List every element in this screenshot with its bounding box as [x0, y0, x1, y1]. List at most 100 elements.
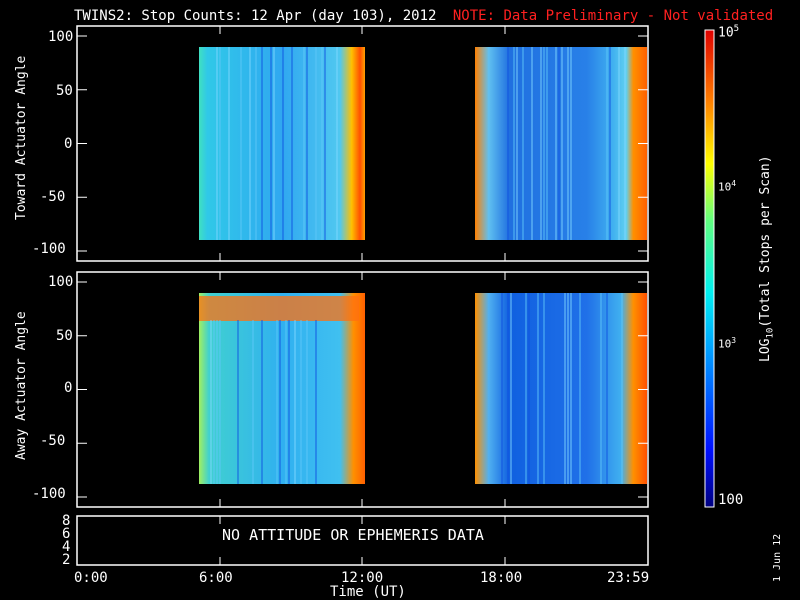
heatmap-streak — [558, 47, 560, 240]
heatmap-streak — [216, 47, 218, 240]
heatmap-streak — [618, 47, 620, 240]
heatmap-streak — [561, 47, 563, 240]
heatmap-streak — [555, 47, 557, 240]
heatmap-streak — [513, 47, 515, 240]
tick-marks — [76, 26, 649, 565]
heatmap-streak — [624, 47, 626, 240]
cbar-tick-100: 100 — [718, 492, 744, 508]
heatmap-streak — [315, 47, 317, 240]
cbar-tick-1e3: 103 — [718, 336, 737, 351]
heatmap-streak — [276, 320, 278, 484]
xtick-0600: 6:00 — [199, 570, 233, 586]
heatmap-streak — [219, 320, 221, 484]
heatmap-streak — [537, 293, 539, 484]
mid-top-band — [199, 296, 359, 321]
top-ytick-100: 100 — [48, 29, 74, 45]
mid-ytick-50: 50 — [56, 328, 73, 344]
heatmap-streak — [501, 293, 503, 484]
heatmap-streak — [288, 320, 290, 484]
bot-ytick-4: 4 — [62, 539, 71, 555]
heatmap-streak — [324, 47, 326, 240]
heatmap-streak — [567, 47, 569, 240]
mid-ytick-0: 0 — [64, 380, 73, 396]
heatmap-streak — [237, 320, 239, 484]
heatmap-streak — [252, 320, 254, 484]
heatmap-streak — [516, 47, 518, 240]
heatmap-streak — [255, 47, 257, 240]
heatmap-streak — [606, 47, 608, 240]
heatmap-streak — [303, 47, 305, 240]
heatmap-streaks — [210, 47, 626, 484]
heatmap-streak — [522, 47, 524, 240]
no-data-message: NO ATTITUDE OR EPHEMERIS DATA — [222, 526, 484, 544]
heatmap-streak — [291, 47, 293, 240]
heatmap-streak — [609, 47, 611, 240]
heatmap-streak — [621, 293, 623, 484]
top-segment-2 — [475, 47, 647, 240]
heatmap-streak — [294, 320, 296, 484]
top-heatmap — [199, 47, 647, 240]
xtick-1800: 18:00 — [480, 570, 523, 586]
bot-ytick-8: 8 — [62, 513, 71, 529]
heatmap-streak — [282, 47, 284, 240]
heatmap-streak — [606, 293, 608, 484]
middle-heatmap — [199, 293, 647, 484]
colorbar — [704, 29, 715, 508]
mid-segment-2 — [475, 293, 647, 484]
heatmap-streak — [240, 47, 242, 240]
mid-ytick-m100: -100 — [32, 486, 66, 502]
heatmap-streak — [543, 293, 545, 484]
top-ytick-m100: -100 — [32, 241, 66, 257]
heatmap-streak — [306, 47, 308, 240]
heatmap-streak — [300, 320, 302, 484]
heatmap-streak — [579, 293, 581, 484]
heatmap-streak — [273, 47, 275, 240]
x-axis-label: Time (UT) — [330, 584, 406, 600]
heatmap-streak — [546, 47, 548, 240]
heatmap-streak — [543, 47, 545, 240]
heatmap-streak — [216, 320, 218, 484]
heatmap-streak — [564, 293, 566, 484]
heatmap-streak — [261, 47, 263, 240]
top-ytick-50: 50 — [56, 83, 73, 99]
heatmap-streak — [570, 293, 572, 484]
heatmap-streak — [285, 320, 287, 484]
mid-segment-1 — [199, 293, 365, 484]
heatmap-streak — [528, 293, 530, 484]
chart-title: TWINS2: Stop Counts: 12 Apr (day 103), 2… — [74, 8, 773, 24]
heatmap-streak — [507, 293, 509, 484]
heatmap-streak — [213, 320, 215, 484]
heatmap-streak — [531, 47, 533, 240]
title-main: TWINS2: Stop Counts: 12 Apr (day 103), 2… — [74, 8, 437, 24]
top-ytick-m50: -50 — [40, 189, 66, 205]
heatmap-streak — [270, 47, 272, 240]
xtick-1200: 12:00 — [341, 570, 384, 586]
heatmap-streak — [210, 320, 212, 484]
xtick-0000: 0:00 — [74, 570, 108, 586]
heatmap-streak — [567, 293, 569, 484]
heatmap-streak — [279, 320, 281, 484]
top-ytick-0: 0 — [64, 136, 73, 152]
heatmap-streak — [540, 47, 542, 240]
heatmap-streak — [315, 320, 317, 484]
heatmap-streak — [336, 47, 338, 240]
mid-ytick-m50: -50 — [40, 433, 66, 449]
heatmap-streak — [507, 47, 509, 240]
heatmap-streak — [321, 47, 323, 240]
top-segment-1 — [199, 47, 365, 240]
bot-ytick-6: 6 — [62, 526, 71, 542]
heatmap-streak — [219, 47, 221, 240]
bot-ytick-2: 2 — [62, 552, 71, 568]
heatmap-streak — [510, 293, 512, 484]
heatmap-streak — [249, 47, 251, 240]
cbar-tick-1e4: 104 — [718, 179, 737, 194]
xtick-2359: 23:59 — [607, 570, 650, 586]
title-note: NOTE: Data Preliminary - Not validated — [452, 8, 774, 24]
heatmap-streak — [600, 293, 602, 484]
heatmap-streak — [228, 47, 230, 240]
heatmap-streak — [570, 47, 572, 240]
heatmap-streak — [525, 293, 527, 484]
mid-ytick-100: 100 — [48, 274, 74, 290]
heatmap-streak — [306, 320, 308, 484]
